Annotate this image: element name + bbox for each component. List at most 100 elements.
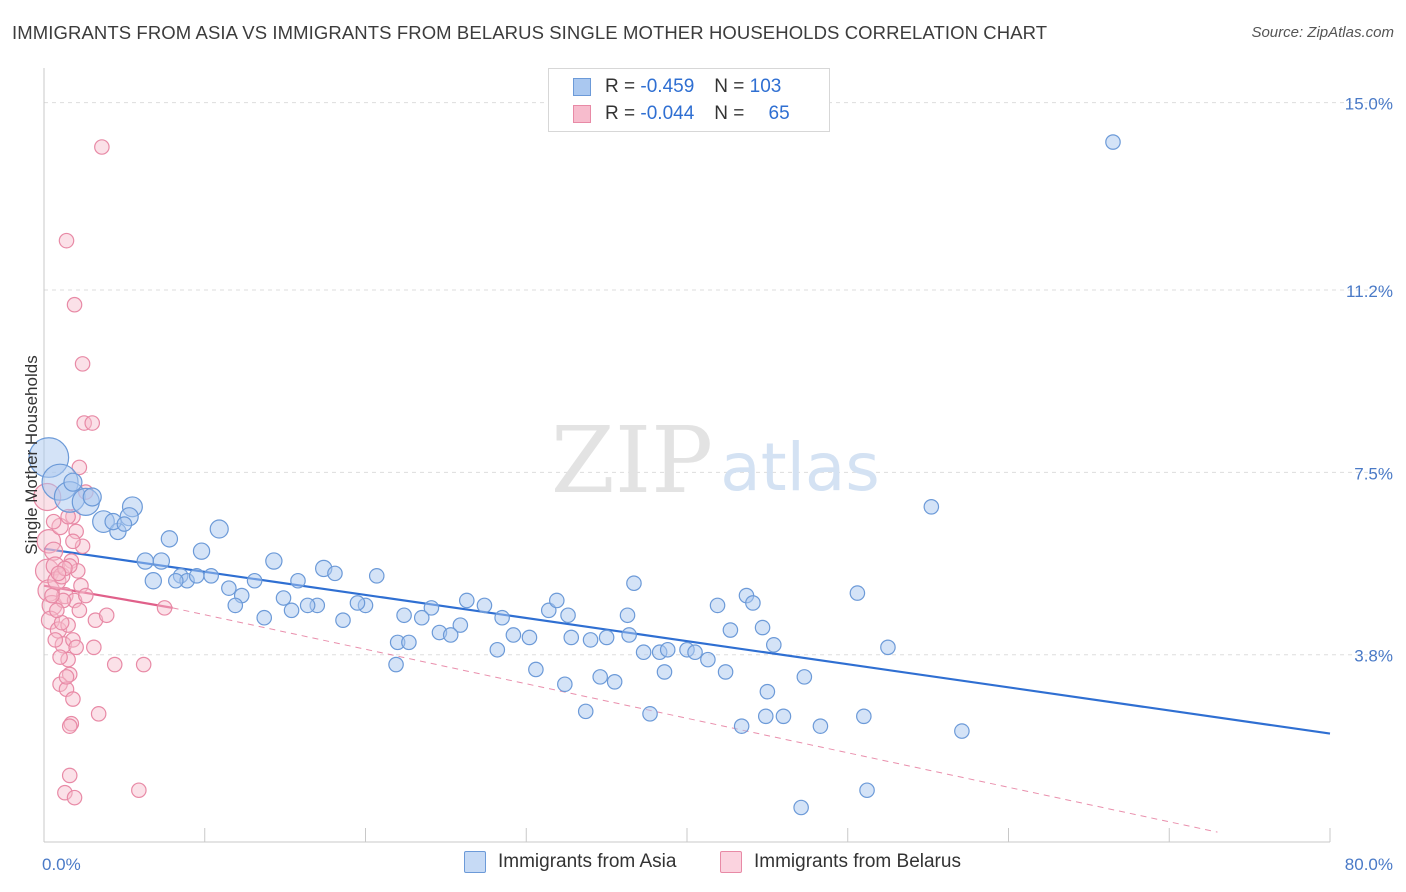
belarus-point	[44, 541, 64, 561]
asia-point	[476, 597, 493, 614]
series-legend: Immigrants from Asia Immigrants from Bel…	[0, 851, 1406, 877]
belarus-point	[45, 513, 62, 530]
asia-point	[160, 530, 179, 548]
belarus-point	[68, 639, 84, 656]
asia-point	[717, 664, 734, 680]
asia-point	[856, 708, 872, 725]
asia-point	[880, 639, 896, 656]
asia-point	[227, 597, 244, 614]
asia-point	[168, 572, 184, 589]
asia-point	[592, 669, 608, 685]
asia-point	[560, 607, 576, 624]
asia-point	[521, 629, 538, 646]
belarus-point	[52, 649, 68, 665]
asia-point	[642, 706, 658, 722]
asia-point	[136, 552, 154, 570]
asia-point	[423, 600, 440, 616]
asia-point	[505, 627, 522, 643]
asia-point	[557, 676, 573, 693]
asia-point	[812, 718, 829, 734]
asia-point	[82, 487, 102, 507]
asia-point	[606, 674, 623, 690]
asia-point	[619, 607, 636, 624]
asia-point	[548, 592, 565, 609]
belarus-point	[98, 607, 115, 624]
asia-point	[265, 552, 283, 570]
belarus-point	[57, 784, 73, 801]
asia-point	[489, 641, 506, 658]
asia-point	[413, 609, 430, 626]
belarus-point	[56, 586, 74, 605]
belarus-point	[69, 563, 86, 579]
belarus-point	[131, 782, 147, 799]
watermark-zip: ZIP	[551, 407, 713, 514]
asia-point	[221, 580, 237, 596]
asia-point	[528, 661, 544, 678]
belarus-point	[49, 602, 65, 619]
belarus-point	[65, 691, 81, 707]
y-axis-label: Single Mother Households	[22, 355, 41, 554]
belarus-point	[74, 538, 91, 555]
belarus-point	[45, 556, 65, 576]
asia-point	[577, 703, 594, 720]
belarus-point	[58, 669, 75, 685]
asia-point	[722, 622, 739, 638]
correlation-legend: R = -0.459 N = 103 R = -0.044 N = 65	[548, 68, 830, 132]
asia-trend-line	[43, 547, 1331, 735]
legend-n-value: 103	[749, 76, 782, 97]
y-tick-label: 3.8%	[1354, 647, 1393, 666]
belarus-point	[36, 529, 62, 554]
asia-point	[452, 617, 469, 633]
belarus-point	[135, 656, 152, 673]
series-legend-asia[interactable]: Immigrants from Asia	[464, 851, 676, 873]
series-label-belarus: Immigrants from Belarus	[754, 851, 961, 872]
asia-point	[290, 572, 306, 589]
legend-r-value: -0.459	[640, 76, 695, 97]
x-tick-labels: 0.0% 80.0%	[42, 855, 1393, 874]
belarus-point	[84, 415, 101, 431]
watermark-atlas: atlas	[720, 429, 880, 506]
belarus-trend-extension	[172, 607, 1218, 833]
asia-point	[700, 651, 716, 668]
legend-r-label: R =	[605, 103, 636, 124]
belarus-point	[77, 587, 94, 604]
belarus-point	[63, 715, 80, 732]
asia-point	[63, 472, 83, 492]
asia-point	[368, 568, 385, 584]
asia-point	[923, 499, 940, 515]
asia-point	[349, 595, 366, 611]
asia-point	[859, 782, 875, 799]
series-legend-belarus[interactable]: Immigrants from Belarus	[720, 851, 961, 873]
legend-row-belarus: R = -0.044 N = 65	[549, 101, 790, 127]
legend-r-label: R =	[605, 76, 636, 97]
asia-point	[458, 592, 475, 609]
asia-point	[209, 519, 229, 539]
asia-point	[192, 542, 211, 560]
asia-point	[299, 597, 316, 614]
belarus-point	[73, 577, 89, 594]
asia-point	[275, 590, 292, 606]
belarus-point	[58, 232, 75, 249]
series-swatch-belarus	[720, 851, 742, 873]
x-tick-label: 80.0%	[1345, 855, 1393, 874]
asia-point	[796, 669, 813, 685]
asia-point	[563, 629, 580, 646]
asia-point	[626, 575, 642, 592]
belarus-point	[61, 767, 78, 784]
belarus-trend-line	[43, 584, 173, 609]
asia-point	[775, 708, 792, 725]
belarus-point	[71, 459, 88, 476]
asia-point	[598, 629, 615, 646]
belarus-point	[50, 565, 67, 582]
asia-point	[759, 683, 776, 700]
asia-point	[144, 572, 163, 590]
asia-point	[687, 644, 703, 661]
asia-point	[188, 568, 205, 584]
belarus-point	[94, 139, 110, 155]
belarus-point	[86, 639, 102, 656]
asia-point	[152, 552, 171, 570]
asia-point	[256, 609, 273, 626]
legend-r-value: -0.044	[640, 103, 695, 124]
asia-point	[442, 627, 459, 643]
belarus-point	[65, 533, 81, 550]
